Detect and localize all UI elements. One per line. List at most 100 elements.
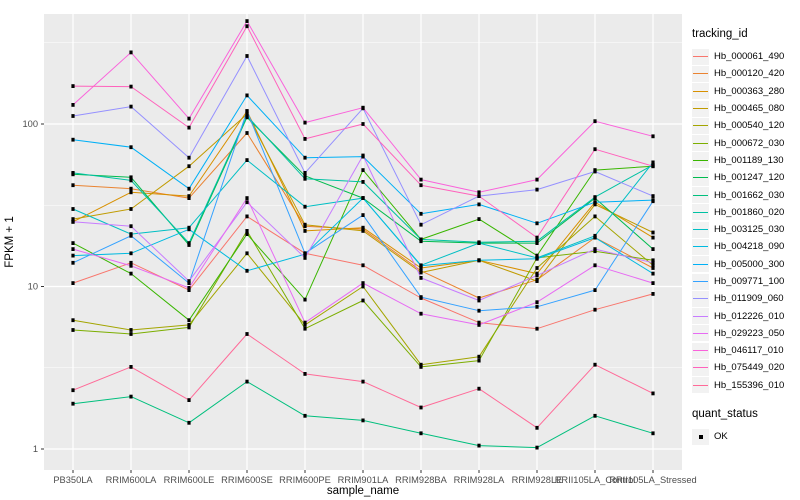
data-point — [535, 239, 539, 244]
legend-key — [692, 238, 709, 255]
data-point — [245, 131, 249, 135]
data-point — [651, 260, 655, 265]
data-point — [303, 120, 307, 125]
black-square-point-icon — [698, 434, 703, 439]
x-tick-label: PB350LA — [53, 475, 93, 485]
legend-key — [692, 325, 709, 342]
data-point — [245, 54, 249, 58]
data-point — [535, 266, 539, 270]
legend-key — [692, 204, 709, 221]
legend-key-line-icon — [693, 384, 708, 386]
data-point — [651, 164, 655, 169]
data-point — [71, 137, 75, 142]
legend-item-label: Hb_001662_030 — [714, 189, 785, 201]
legend-key-line-icon — [693, 211, 708, 213]
data-point — [651, 134, 655, 139]
legend-key — [692, 117, 709, 134]
quant-status-legend: quant_status OK — [692, 408, 797, 445]
legend-key-line-icon — [693, 298, 708, 300]
data-point — [535, 221, 539, 226]
data-point — [71, 401, 75, 406]
data-point — [245, 24, 249, 29]
x-axis-title: sample_name — [327, 485, 399, 497]
data-point — [129, 84, 133, 89]
data-point — [593, 147, 597, 152]
data-point — [245, 200, 249, 205]
legend-item-label: Hb_075449_020 — [714, 362, 785, 374]
legend-key — [692, 187, 709, 204]
y-tick-label: 100 — [22, 119, 38, 129]
data-point — [129, 365, 133, 369]
data-point — [419, 263, 423, 268]
legend-key-line-icon — [693, 332, 708, 334]
y-axis-title: FPKM + 1 — [4, 216, 16, 267]
data-point — [651, 292, 655, 296]
data-point — [71, 241, 75, 245]
data-point — [477, 320, 481, 325]
data-point — [303, 204, 307, 209]
data-point — [71, 247, 75, 251]
data-point — [361, 263, 365, 268]
legend-item: Hb_005000_300 — [692, 256, 797, 273]
legend-key-line-icon — [693, 194, 708, 196]
legend-key-line-icon — [693, 90, 708, 92]
legend-item: Hb_001189_130 — [692, 152, 797, 169]
data-point — [593, 307, 597, 312]
legend-key — [692, 83, 709, 100]
data-point — [71, 183, 75, 188]
data-point — [419, 222, 423, 227]
x-tick-label: RRIM600LA — [106, 475, 157, 485]
data-point — [129, 186, 133, 191]
legend-item: Hb_001247_120 — [692, 169, 797, 186]
legend-item-label: Hb_005000_300 — [714, 258, 785, 270]
data-point — [129, 271, 133, 276]
data-point — [593, 288, 597, 292]
data-point — [245, 19, 249, 23]
legend-item: Hb_003125_030 — [692, 221, 797, 238]
legend-item-label: Hb_000540_120 — [714, 120, 785, 132]
legend-key — [692, 65, 709, 82]
legend-key — [692, 359, 709, 376]
legend-item-label: Hb_011909_060 — [714, 293, 784, 305]
legend-item: Hb_012226_010 — [692, 307, 797, 325]
legend-key-line-icon — [693, 246, 708, 248]
legend-key-line-icon — [693, 281, 708, 282]
data-point — [129, 224, 133, 229]
legend-item-label: Hb_000061_490 — [714, 51, 785, 63]
data-point — [361, 153, 365, 158]
legend-item: Hb_000672_030 — [692, 134, 797, 152]
data-point — [187, 196, 191, 200]
legend-key — [692, 221, 709, 238]
x-tick-label: RRIM600SE — [221, 475, 273, 485]
data-point — [187, 318, 191, 323]
data-point — [535, 187, 539, 192]
y-tick-label: 10 — [28, 282, 38, 292]
data-point — [71, 318, 75, 323]
data-point — [535, 273, 539, 278]
legend-key — [692, 169, 709, 186]
data-point — [129, 251, 133, 256]
data-point — [187, 164, 191, 169]
data-point — [71, 114, 75, 118]
legend-key — [692, 377, 709, 394]
quant-ok-key — [692, 428, 709, 445]
legend-title-quant-status: quant_status — [692, 407, 758, 420]
data-point — [129, 50, 133, 55]
data-point — [187, 398, 191, 402]
data-point — [477, 358, 481, 363]
x-tick-label: RRIM928BA — [395, 475, 447, 485]
legend-key-line-icon — [693, 229, 708, 231]
x-tick-label: RRIM600LE — [164, 475, 215, 485]
data-point — [535, 300, 539, 305]
legend-key — [692, 308, 709, 325]
data-point — [187, 323, 191, 327]
data-point — [535, 279, 539, 283]
data-point — [419, 365, 423, 369]
data-point — [361, 229, 365, 233]
legend-item: Hb_155396_010 — [692, 377, 797, 394]
data-point — [71, 171, 75, 175]
data-point — [71, 207, 75, 211]
data-point — [651, 271, 655, 276]
data-point — [593, 235, 597, 240]
data-point — [361, 225, 365, 230]
